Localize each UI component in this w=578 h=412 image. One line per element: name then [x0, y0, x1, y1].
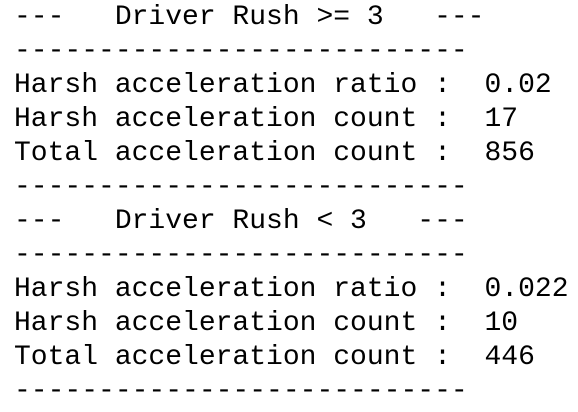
output-line: ---------------------------	[14, 172, 468, 203]
output-line: Harsh acceleration count : 17	[14, 104, 519, 135]
output-line: Total acceleration count : 856	[14, 138, 535, 169]
output-line: Total acceleration count : 446	[14, 342, 535, 373]
output-line: ---------------------------	[14, 240, 468, 271]
output-line: Harsh acceleration count : 10	[14, 308, 519, 339]
output-line: Harsh acceleration ratio : 0.02	[14, 70, 552, 101]
output-line: ---------------------------	[14, 376, 468, 407]
output-line: --- Driver Rush >= 3 ---	[14, 2, 485, 33]
output-line: Harsh acceleration ratio : 0.022	[14, 274, 569, 305]
output-line: ---------------------------	[14, 36, 468, 67]
output-line: --- Driver Rush < 3 ---	[14, 206, 468, 237]
